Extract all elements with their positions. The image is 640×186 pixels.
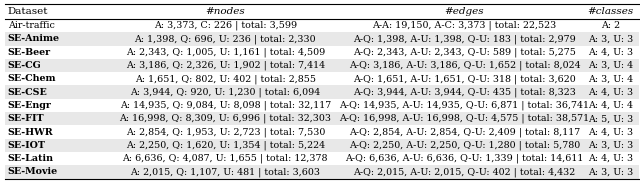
Text: A-Q: 3,944, A-U: 3,944, Q-U: 435 | total: 8,323: A-Q: 3,944, A-U: 3,944, Q-U: 435 | total…: [353, 87, 576, 97]
Text: A: 16,998, Q: 8,309, U: 6,996 | total: 32,303: A: 16,998, Q: 8,309, U: 6,996 | total: 3…: [119, 114, 332, 124]
Text: SE-Chem: SE-Chem: [8, 74, 56, 83]
Text: SE-Engr: SE-Engr: [8, 101, 52, 110]
Text: A: 14,935, Q: 9,084, U: 8,098 | total: 32,117: A: 14,935, Q: 9,084, U: 8,098 | total: 3…: [120, 101, 331, 110]
Bar: [5, 85, 639, 99]
Bar: [5, 139, 639, 152]
Text: SE-Movie: SE-Movie: [8, 167, 58, 176]
Bar: [5, 32, 639, 46]
Bar: [5, 112, 639, 125]
Text: A: 3, U: 4: A: 3, U: 4: [588, 61, 633, 70]
Text: A-Q: 1,398, A-U: 1,398, Q-U: 183 | total: 2,979: A-Q: 1,398, A-U: 1,398, Q-U: 183 | total…: [353, 34, 576, 44]
Bar: [5, 59, 639, 72]
Text: A-Q: 1,651, A-U: 1,651, Q-U: 318 | total: 3,620: A-Q: 1,651, A-U: 1,651, Q-U: 318 | total…: [353, 74, 576, 84]
Text: A-Q: 2,854, A-U: 2,854, Q-U: 2,409 | total: 8,117: A-Q: 2,854, A-U: 2,854, Q-U: 2,409 | tot…: [349, 127, 580, 137]
Text: #edges: #edges: [445, 7, 484, 16]
Text: A: 4, U: 3: A: 4, U: 3: [588, 154, 633, 163]
Text: A: 2,854, Q: 1,953, U: 2,723 | total: 7,530: A: 2,854, Q: 1,953, U: 2,723 | total: 7,…: [125, 127, 325, 137]
Text: Dataset: Dataset: [8, 7, 48, 16]
Text: SE-HWR: SE-HWR: [8, 128, 53, 137]
Text: #classes: #classes: [587, 7, 634, 16]
Text: A-A: 19,150, A-C: 3,373 | total: 22,523: A-A: 19,150, A-C: 3,373 | total: 22,523: [372, 21, 557, 30]
Text: A-Q: 2,015, A-U: 2,015, Q-U: 402 | total: 4,432: A-Q: 2,015, A-U: 2,015, Q-U: 402 | total…: [353, 167, 575, 177]
Text: A: 4, U: 3: A: 4, U: 3: [588, 128, 633, 137]
Text: A: 2,015, Q: 1,107, U: 481 | total: 3,603: A: 2,015, Q: 1,107, U: 481 | total: 3,60…: [131, 167, 320, 177]
Text: #nodes: #nodes: [205, 7, 245, 16]
Text: SE-Latin: SE-Latin: [8, 154, 54, 163]
Text: A: 1,651, Q: 802, U: 402 | total: 2,855: A: 1,651, Q: 802, U: 402 | total: 2,855: [135, 74, 316, 84]
Text: A: 4, U: 3: A: 4, U: 3: [588, 48, 633, 57]
Text: A: 6,636, Q: 4,087, U: 1,655 | total: 12,378: A: 6,636, Q: 4,087, U: 1,655 | total: 12…: [122, 154, 328, 163]
Text: A-Q: 3,186, A-U: 3,186, Q-U: 1,652 | total: 8,024: A-Q: 3,186, A-U: 3,186, Q-U: 1,652 | tot…: [349, 61, 580, 70]
Text: A: 3, U: 4: A: 3, U: 4: [588, 74, 633, 83]
Text: SE-Anime: SE-Anime: [8, 34, 60, 43]
Text: A-Q: 2,250, A-U: 2,250, Q-U: 1,280 | total: 5,780: A-Q: 2,250, A-U: 2,250, Q-U: 1,280 | tot…: [349, 141, 580, 150]
Text: A: 3, U: 3: A: 3, U: 3: [588, 167, 633, 176]
Text: SE-IOT: SE-IOT: [8, 141, 45, 150]
Text: A: 3,186, Q: 2,326, U: 1,902 | total: 7,414: A: 3,186, Q: 2,326, U: 1,902 | total: 7,…: [125, 61, 325, 70]
Text: SE-FIT: SE-FIT: [8, 114, 44, 123]
Text: A-Q: 16,998, A-U: 16,998, Q-U: 4,575 | total: 38,571: A-Q: 16,998, A-U: 16,998, Q-U: 4,575 | t…: [339, 114, 589, 124]
Text: A-Q: 2,343, A-U: 2,343, Q-U: 589 | total: 5,275: A-Q: 2,343, A-U: 2,343, Q-U: 589 | total…: [353, 47, 576, 57]
Text: SE-CG: SE-CG: [8, 61, 42, 70]
Text: A: 3, U: 3: A: 3, U: 3: [588, 34, 633, 43]
Bar: [5, 165, 639, 179]
Text: A: 5, U: 3: A: 5, U: 3: [588, 114, 633, 123]
Text: A: 2,343, Q: 1,005, U: 1,161 | total: 4,509: A: 2,343, Q: 1,005, U: 1,161 | total: 4,…: [125, 47, 325, 57]
Text: A-Q: 6,636, A-U: 6,636, Q-U: 1,339 | total: 14,611: A-Q: 6,636, A-U: 6,636, Q-U: 1,339 | tot…: [346, 154, 584, 163]
Text: A: 2,250, Q: 1,620, U: 1,354 | total: 5,224: A: 2,250, Q: 1,620, U: 1,354 | total: 5,…: [125, 141, 325, 150]
Text: A: 3, U: 3: A: 3, U: 3: [588, 141, 633, 150]
Text: A-Q: 14,935, A-U: 14,935, Q-U: 6,871 | total: 36,741: A-Q: 14,935, A-U: 14,935, Q-U: 6,871 | t…: [339, 101, 589, 110]
Text: A: 2: A: 2: [601, 21, 620, 30]
Text: SE-CSE: SE-CSE: [8, 88, 47, 97]
Text: A: 4, U: 3: A: 4, U: 3: [588, 88, 633, 97]
Text: A: 1,398, Q: 696, U: 236 | total: 2,330: A: 1,398, Q: 696, U: 236 | total: 2,330: [134, 34, 316, 44]
Text: A: 3,944, Q: 920, U: 1,230 | total: 6,094: A: 3,944, Q: 920, U: 1,230 | total: 6,09…: [130, 87, 321, 97]
Text: A: 3,373, C: 226 | total: 3,599: A: 3,373, C: 226 | total: 3,599: [154, 21, 297, 30]
Text: Air-traffic: Air-traffic: [8, 21, 54, 30]
Text: SE-Beer: SE-Beer: [8, 48, 51, 57]
Text: A: 4, U: 4: A: 4, U: 4: [588, 101, 633, 110]
